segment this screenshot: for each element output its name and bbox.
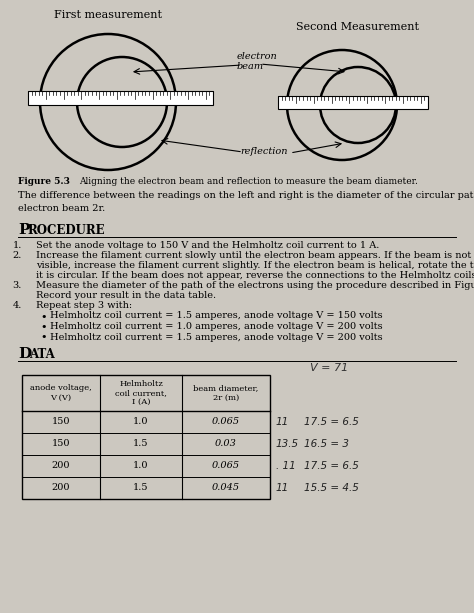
Text: 200: 200: [52, 462, 70, 471]
Text: 0.065: 0.065: [212, 417, 240, 427]
Text: . 11: . 11: [276, 461, 296, 471]
Text: 15.5 = 4.5: 15.5 = 4.5: [304, 483, 359, 493]
Text: 13.5: 13.5: [276, 439, 299, 449]
Bar: [28, 91, 213, 105]
Text: First measurement: First measurement: [54, 10, 162, 20]
Text: 0.045: 0.045: [212, 484, 240, 492]
Text: •: •: [40, 332, 46, 343]
Text: Set the anode voltage to 150 V and the Helmholtz coil current to 1 A.: Set the anode voltage to 150 V and the H…: [36, 241, 379, 250]
Text: it is circular. If the beam does not appear, reverse the connections to the Helm: it is circular. If the beam does not app…: [36, 270, 474, 280]
Text: 150: 150: [52, 417, 70, 427]
Text: 11: 11: [276, 417, 289, 427]
Text: P: P: [18, 223, 29, 237]
Text: •: •: [40, 311, 46, 321]
Text: 1.5: 1.5: [133, 440, 149, 449]
Text: anode voltage,
V (V): anode voltage, V (V): [30, 384, 92, 402]
Text: Measure the diameter of the path of the electrons using the procedure described : Measure the diameter of the path of the …: [36, 281, 474, 290]
Text: 4.: 4.: [13, 301, 22, 310]
Text: 0.065: 0.065: [212, 462, 240, 471]
Text: ROCEDURE: ROCEDURE: [27, 224, 105, 237]
Text: V = 71: V = 71: [310, 363, 348, 373]
Text: 16.5 = 3: 16.5 = 3: [304, 439, 349, 449]
Text: 200: 200: [52, 484, 70, 492]
Text: The difference between the readings on the left and right is the diameter of the: The difference between the readings on t…: [18, 191, 474, 200]
Text: visible, increase the filament current slightly. If the electron beam is helical: visible, increase the filament current s…: [36, 261, 474, 270]
Text: 2.: 2.: [13, 251, 22, 261]
Text: •: •: [40, 322, 46, 332]
Text: Repeat step 3 with:: Repeat step 3 with:: [36, 301, 132, 310]
Text: Aligning the electron beam and reflection to measure the beam diameter.: Aligning the electron beam and reflectio…: [79, 177, 418, 186]
Text: 11: 11: [276, 483, 289, 493]
Text: 17.5 = 6.5: 17.5 = 6.5: [304, 461, 359, 471]
Text: Helmholtz coil current = 1.5 amperes, anode voltage V = 200 volts: Helmholtz coil current = 1.5 amperes, an…: [50, 332, 383, 341]
Text: electron beam 2r.: electron beam 2r.: [18, 204, 105, 213]
Text: beam diameter,
2r (m): beam diameter, 2r (m): [193, 384, 259, 402]
Text: 1.: 1.: [13, 241, 22, 250]
Text: Second Measurement: Second Measurement: [297, 22, 419, 32]
Text: 3.: 3.: [13, 281, 22, 290]
Text: Figure 5.3: Figure 5.3: [18, 177, 70, 186]
Text: ATA: ATA: [29, 348, 55, 361]
Text: 0.03: 0.03: [215, 440, 237, 449]
Text: 150: 150: [52, 440, 70, 449]
Text: Helmholtz
coil current,
I (A): Helmholtz coil current, I (A): [115, 380, 167, 406]
Text: Record your result in the data table.: Record your result in the data table.: [36, 291, 216, 300]
Text: 1.5: 1.5: [133, 484, 149, 492]
Text: 17.5 = 6.5: 17.5 = 6.5: [304, 417, 359, 427]
Bar: [22, 375, 270, 499]
Text: Increase the filament current slowly until the electron beam appears. If the bea: Increase the filament current slowly unt…: [36, 251, 474, 261]
Text: 1.0: 1.0: [133, 462, 149, 471]
Bar: [278, 96, 428, 109]
Text: Helmholtz coil current = 1.5 amperes, anode voltage V = 150 volts: Helmholtz coil current = 1.5 amperes, an…: [50, 311, 383, 321]
Text: Helmholtz coil current = 1.0 amperes, anode voltage V = 200 volts: Helmholtz coil current = 1.0 amperes, an…: [50, 322, 383, 331]
Text: reflection: reflection: [240, 147, 288, 156]
Text: D: D: [18, 347, 31, 361]
Text: electron
beam: electron beam: [237, 52, 278, 71]
Text: 1.0: 1.0: [133, 417, 149, 427]
